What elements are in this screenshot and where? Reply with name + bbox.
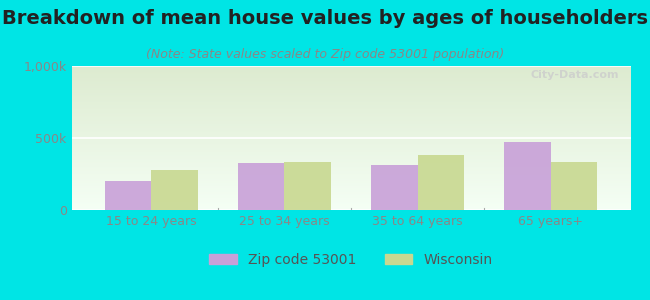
Bar (285, 163, 331, 210)
Text: City-Data.com: City-Data.com (531, 70, 619, 80)
Bar (371, 165, 417, 210)
Bar (417, 155, 464, 210)
Text: Breakdown of mean house values by ages of householders: Breakdown of mean house values by ages o… (2, 9, 648, 28)
Text: (Note: State values scaled to Zip code 53001 population): (Note: State values scaled to Zip code 5… (146, 48, 504, 61)
Bar (551, 163, 597, 210)
Bar (105, 181, 151, 210)
Bar (238, 163, 285, 210)
Bar (504, 142, 551, 210)
Bar (151, 170, 198, 210)
Legend: Zip code 53001, Wisconsin: Zip code 53001, Wisconsin (204, 247, 498, 272)
